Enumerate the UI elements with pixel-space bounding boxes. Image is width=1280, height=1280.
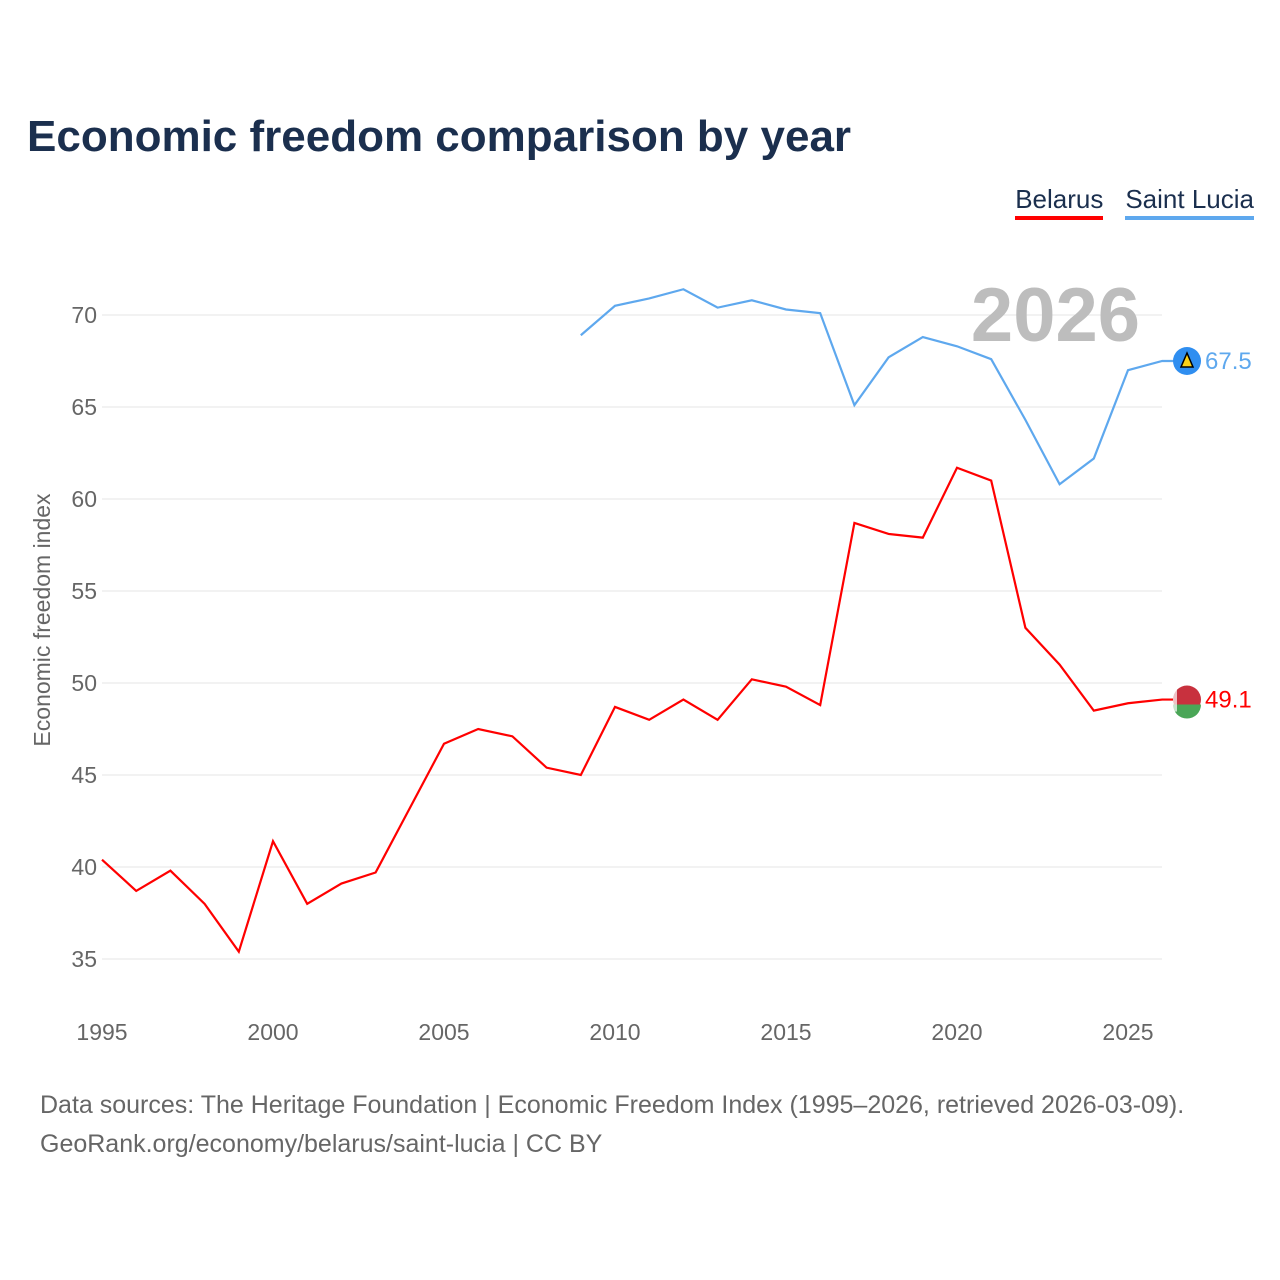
y-tick-label: 45 (71, 762, 97, 788)
y-tick-label: 50 (71, 670, 97, 696)
y-tick-label: 35 (71, 946, 97, 972)
source-line-2[interactable]: GeoRank.org/economy/belarus/saint-lucia … (40, 1130, 603, 1158)
y-tick-label: 40 (71, 854, 97, 880)
y-tick-label: 55 (71, 578, 97, 604)
y-tick-label: 70 (71, 302, 97, 328)
source-line-1: Data sources: The Heritage Foundation | … (40, 1091, 1185, 1119)
x-tick-label: 1995 (76, 1019, 127, 1045)
legend-saint-lucia[interactable]: Saint Lucia (1125, 184, 1254, 220)
end-value-label: 67.5 (1205, 348, 1252, 375)
series-line-saint-lucia (580, 288, 1187, 486)
x-tick-label: 2005 (418, 1019, 469, 1045)
x-tick-label: 2000 (247, 1019, 298, 1045)
y-axis-label: Economic freedom index (29, 493, 55, 747)
chart-title: Economic freedom comparison by year (27, 112, 852, 161)
source-note: Data sources: The Heritage Foundation | … (40, 1086, 1184, 1164)
legend: Belarus Saint Lucia (1015, 184, 1254, 220)
y-tick-label: 60 (71, 486, 97, 512)
saint-lucia-flag-triangle-icon (1179, 351, 1195, 368)
x-tick-label: 2025 (1102, 1019, 1153, 1045)
belarus-flag-ornament-icon (1173, 687, 1177, 712)
year-watermark: 2026 (971, 273, 1140, 358)
x-tick-label: 2020 (931, 1019, 982, 1045)
x-tick-label: 2010 (589, 1019, 640, 1045)
y-tick-label: 65 (71, 394, 97, 420)
end-value-label: 49.1 (1205, 687, 1252, 714)
legend-belarus[interactable]: Belarus (1015, 184, 1104, 220)
belarus-flag-green-icon (1173, 704, 1201, 719)
series-line-belarus (101, 466, 1187, 955)
x-tick-label: 2015 (760, 1019, 811, 1045)
